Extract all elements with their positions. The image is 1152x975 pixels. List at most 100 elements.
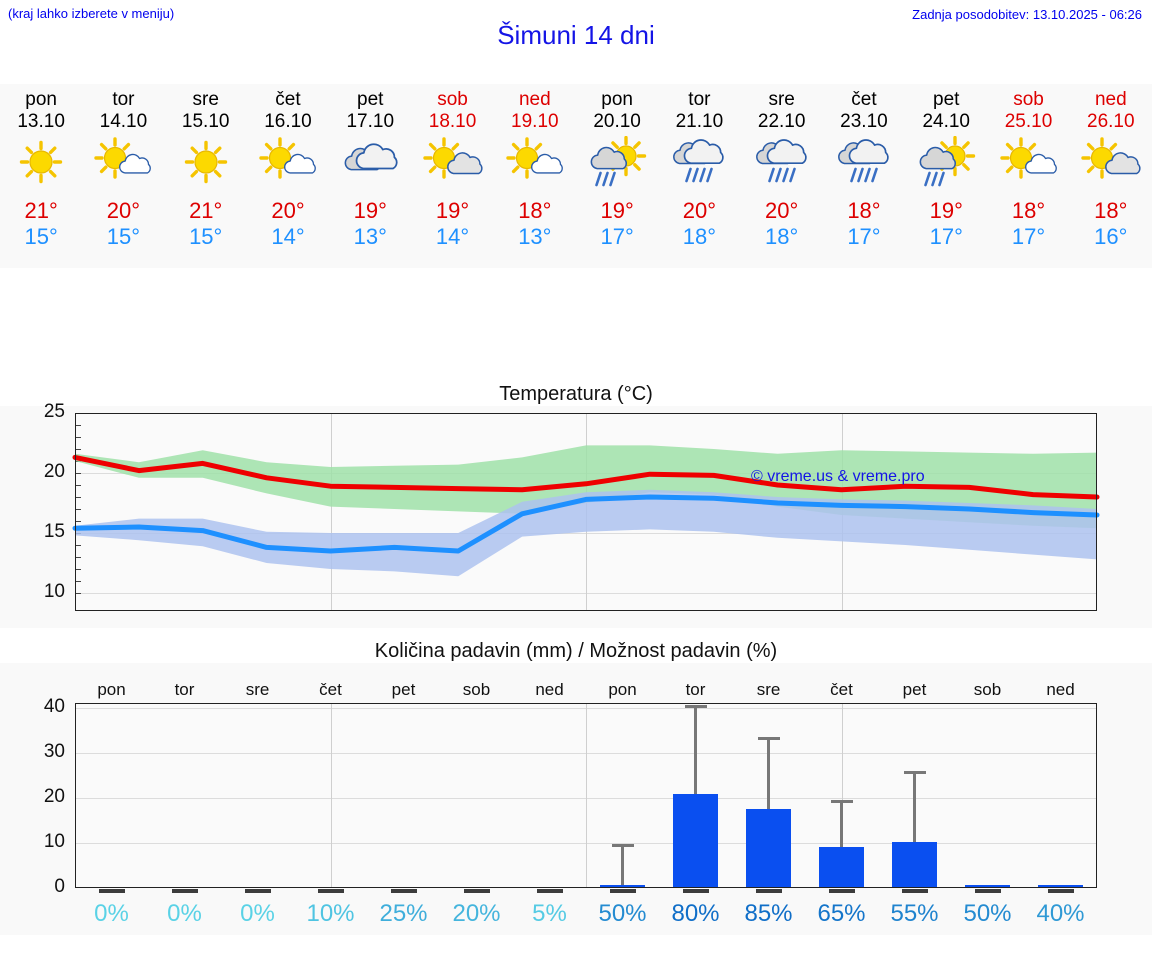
y-axis-tick	[75, 485, 81, 486]
gridline-vertical	[586, 413, 587, 611]
day-column-1[interactable]: tor 14.10 20° 15°	[82, 84, 164, 268]
y-axis-label: 40	[43, 695, 65, 717]
day-date: 22.10	[757, 111, 806, 132]
y-axis-tick	[75, 437, 81, 438]
precipitation-bar[interactable]	[891, 841, 938, 888]
y-axis-tick	[75, 509, 81, 510]
day-date: 24.10	[922, 111, 970, 132]
day-temperatures: 19° 14°	[436, 198, 469, 250]
precipitation-bar[interactable]	[964, 885, 1011, 888]
day-column-3[interactable]: čet 16.10 20° 14°	[247, 84, 329, 268]
day-column-7[interactable]: pon 20.10 19° 17°	[576, 84, 658, 268]
x-axis-tick	[974, 889, 1001, 893]
precip-day-label: tor	[174, 680, 195, 699]
day-temperatures: 21° 15°	[189, 198, 222, 250]
temp-max: 19°	[929, 198, 963, 223]
precipitation-probability-label: 0%	[167, 900, 202, 927]
whisker-line	[913, 770, 916, 888]
day-column-2[interactable]: sre 15.10 21° 15°	[165, 84, 247, 268]
gridline-vertical	[841, 413, 843, 611]
x-axis-tick	[463, 889, 490, 893]
x-axis-tick	[755, 889, 782, 893]
temp-max: 19°	[353, 198, 387, 223]
gridline-vertical	[330, 703, 332, 888]
day-column-6[interactable]: ned 19.10 18° 13°	[494, 84, 576, 268]
y-axis-tick	[75, 593, 81, 594]
temp-min: 17°	[929, 224, 963, 249]
x-axis-tick	[390, 889, 417, 893]
sun-cloud-icon	[496, 136, 574, 190]
day-date: 13.10	[17, 111, 65, 132]
temp-max: 20°	[682, 198, 717, 223]
sunny-icon	[167, 136, 245, 190]
temp-max: 19°	[600, 198, 634, 223]
day-column-0[interactable]: pon 13.10 21° 15°	[0, 84, 82, 268]
day-temperatures: 20° 15°	[107, 198, 140, 250]
whisker-cap	[611, 843, 634, 847]
precipitation-bar[interactable]	[672, 794, 719, 888]
temp-max: 18°	[1094, 198, 1128, 223]
x-axis-tick	[682, 889, 709, 893]
whisker-cap	[757, 736, 780, 740]
temp-min: 17°	[847, 224, 881, 249]
precipitation-bar[interactable]	[818, 847, 865, 888]
day-date: 23.10	[840, 111, 888, 132]
day-name: čet	[275, 89, 301, 110]
y-axis-label: 10	[43, 830, 65, 852]
day-column-12[interactable]: sob 25.10 18° 17°	[987, 84, 1069, 268]
day-column-13[interactable]: ned 26.10 18° 16°	[1070, 84, 1152, 268]
x-axis-tick	[317, 889, 344, 893]
day-name: sob	[437, 89, 468, 110]
precip-day-label: pet	[902, 680, 927, 699]
day-column-11[interactable]: pet 24.10 19° 17°	[905, 84, 987, 268]
y-axis-label: 10	[43, 581, 65, 602]
y-axis-tick	[75, 557, 81, 558]
y-axis-tick	[75, 413, 81, 414]
precip-day-label: sre	[245, 680, 270, 699]
sun-cloud-icon	[990, 136, 1068, 190]
day-name: pon	[25, 89, 57, 110]
x-axis-tick	[244, 889, 271, 893]
temp-min: 18°	[765, 224, 799, 249]
temp-max: 21°	[24, 198, 58, 223]
precipitation-bar[interactable]	[599, 885, 646, 888]
y-axis-tick	[75, 425, 81, 426]
x-axis-tick	[536, 889, 563, 893]
precip-day-label: pet	[391, 680, 416, 699]
day-name: pon	[601, 89, 633, 110]
precipitation-probability-label: 85%	[744, 900, 793, 927]
temp-min: 13°	[353, 224, 387, 249]
day-temperatures: 20° 18°	[683, 198, 716, 250]
day-temperatures: 19° 13°	[354, 198, 387, 250]
day-column-10[interactable]: čet 23.10 18° 17°	[823, 84, 905, 268]
day-date: 20.10	[593, 111, 641, 132]
day-name: pet	[933, 89, 960, 110]
sun-cloud-rain-icon	[907, 136, 985, 190]
daily-forecast-strip: pon 13.10 21° 15° tor 14.10 20° 15° sre 15.10 21° 1…	[0, 84, 1152, 268]
precip-day-label: sob	[462, 680, 491, 699]
precipitation-bar[interactable]	[745, 809, 792, 888]
precipitation-bar[interactable]	[1037, 885, 1084, 888]
y-axis-tick	[75, 473, 81, 474]
day-name: pet	[357, 89, 384, 110]
day-column-9[interactable]: sre 22.10 20° 18°	[741, 84, 823, 268]
precipitation-probability-label: 10%	[306, 900, 355, 927]
day-date: 16.10	[264, 111, 312, 132]
day-column-8[interactable]: tor 21.10 20° 18°	[658, 84, 740, 268]
sunny-icon	[2, 136, 80, 190]
day-name: sre	[192, 89, 219, 110]
precipitation-probability-label: 55%	[890, 900, 939, 927]
day-date: 25.10	[1004, 111, 1053, 132]
day-column-5[interactable]: sob 18.10 19° 14°	[411, 84, 493, 268]
gridline-vertical	[330, 413, 332, 611]
day-column-4[interactable]: pet 17.10 19° 13°	[329, 84, 411, 268]
cloud-sun-icon	[1072, 136, 1150, 190]
temp-max: 19°	[435, 198, 470, 223]
precipitation-probability-label: 50%	[963, 900, 1012, 927]
precipitation-probability-label: 25%	[379, 900, 428, 927]
day-temperatures: 20° 18°	[765, 198, 798, 250]
day-date: 15.10	[181, 111, 230, 132]
day-temperatures: 18° 17°	[847, 198, 880, 250]
y-axis-tick	[75, 461, 81, 462]
menu-hint-text: (kraj lahko izberete v meniju)	[8, 6, 175, 21]
